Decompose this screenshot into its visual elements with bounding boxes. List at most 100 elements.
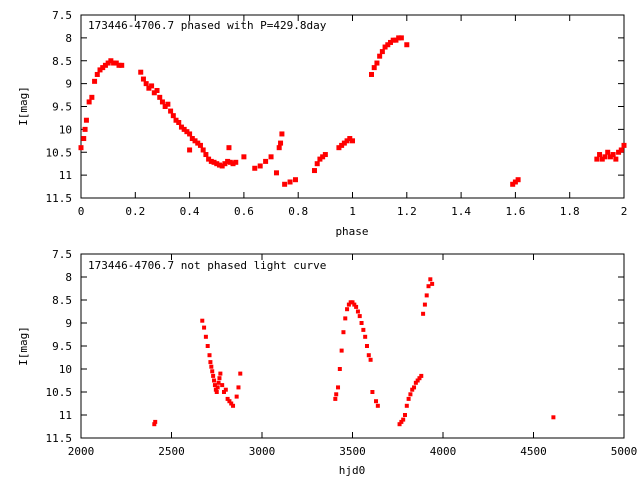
phased-x-tick-label: 0 (78, 205, 85, 218)
phased-data-point (344, 138, 350, 144)
phased-data-point (168, 108, 174, 114)
phased-data-point (181, 126, 187, 132)
unphased-data-point (207, 353, 212, 358)
unphased-data-point (225, 396, 230, 401)
unphased-data-point (238, 371, 243, 376)
phased-data-point (100, 65, 106, 71)
phased-data-point (404, 42, 410, 48)
unphased-data-point (236, 385, 241, 390)
phased-data-point (268, 154, 274, 160)
phased-data-point (81, 136, 87, 142)
phased-data-point (151, 90, 157, 96)
phased-data-point (165, 101, 171, 107)
unphased-data-point (417, 376, 422, 381)
phased-data-point (184, 129, 190, 135)
unphased-data-point (401, 417, 406, 422)
unphased-axis-ticks: 2000 2500 3000 3500 4000 4500 5000 7.5 8 8.5 9 9.5 1… (46, 248, 638, 458)
phased-data-point (371, 65, 377, 71)
phased-data-point (102, 62, 108, 68)
unphased-data-point (364, 344, 369, 348)
phased-data-point (279, 131, 285, 137)
phased-data-point (273, 170, 279, 176)
unphased-data-point (153, 419, 158, 424)
unphased-data-point (334, 392, 339, 397)
phased-data-point (336, 145, 342, 151)
phased-data-point (621, 142, 627, 148)
unphased-data-point (209, 364, 214, 369)
unphased-y-tick-label: 9.5 (52, 340, 72, 353)
phased-data-point (515, 177, 521, 183)
unphased-data-point (212, 383, 217, 388)
phased-data-point (200, 147, 206, 153)
unphased-y-tick-label: 11.5 (46, 432, 73, 445)
phased-chart-title: 173446-4706.7 phased with P=429.8day (88, 19, 327, 32)
phased-data-point (216, 162, 222, 168)
phased-data-point (146, 85, 152, 91)
phased-data-point (594, 156, 600, 162)
phased-data-point (203, 152, 209, 158)
unphased-data-point (404, 403, 409, 408)
phased-data-point (618, 147, 624, 153)
phased-data-point (140, 76, 146, 82)
unphased-data-point (152, 422, 157, 427)
phased-data-point (119, 62, 125, 68)
phased-x-tick-label: 0.8 (288, 205, 308, 218)
phased-data-point (226, 145, 232, 151)
unphased-data-point (336, 385, 341, 390)
phased-data-points (78, 35, 627, 187)
unphased-data-point (216, 380, 221, 385)
phased-data-point (597, 152, 603, 158)
unphased-data-point (410, 387, 415, 392)
unphased-data-point (419, 373, 424, 378)
phased-data-point (233, 159, 239, 165)
phased-data-point (241, 154, 247, 160)
unphased-data-point (413, 380, 418, 385)
unphased-data-point (227, 399, 232, 404)
phased-data-point (173, 117, 179, 123)
unphased-data-point (350, 300, 355, 305)
phased-axis-ticks: 0 0.2 0.4 0.6 0.8 1 1.2 1.4 1.6 1.8 2 7.5 8 8.5 9 9.5 10… (46, 9, 628, 218)
unphased-data-point (220, 383, 225, 388)
unphased-data-point (213, 387, 218, 392)
phased-y-tick-label: 8.5 (52, 55, 72, 68)
unphased-data-point (374, 399, 379, 404)
unphased-data-points (152, 277, 556, 427)
phased-data-point (510, 181, 516, 187)
unphased-data-point (399, 419, 404, 424)
phased-y-tick-label: 11 (59, 169, 72, 182)
phased-x-tick-label: 2 (621, 205, 628, 218)
phased-data-point (78, 145, 84, 151)
unphased-y-axis-label: I[mag] (17, 326, 30, 366)
phased-data-point (214, 161, 220, 167)
phased-data-point (111, 60, 117, 66)
phased-x-tick-label: 1.8 (560, 205, 580, 218)
unphased-data-point (231, 403, 236, 408)
phased-data-point (369, 71, 375, 77)
phased-data-point (287, 179, 293, 185)
unphased-data-point (355, 309, 360, 314)
unphased-data-point (352, 302, 357, 307)
phased-data-point (610, 152, 616, 158)
phased-data-point (252, 165, 258, 171)
phased-data-point (143, 81, 149, 87)
phased-data-point (189, 136, 195, 142)
phased-data-point (108, 58, 114, 64)
unphased-plot-frame (80, 253, 625, 439)
unphased-data-point (421, 311, 426, 316)
unphased-y-tick-label: 7.5 (52, 248, 72, 261)
phased-data-point (176, 120, 182, 126)
unphased-data-point (203, 334, 208, 339)
phased-data-point (347, 136, 353, 142)
unphased-data-point (218, 371, 223, 376)
unphased-data-point (397, 422, 402, 427)
unphased-data-point (402, 413, 407, 417)
unphased-data-point (234, 394, 239, 399)
phased-data-point (206, 156, 212, 162)
unphased-data-point (361, 327, 366, 332)
unphased-data-point (229, 401, 234, 406)
unphased-data-point (426, 284, 431, 289)
unphased-data-point (214, 390, 219, 394)
phased-x-tick-label: 0.4 (180, 205, 200, 218)
phased-data-point (197, 142, 203, 148)
unphased-data-point (363, 334, 368, 339)
